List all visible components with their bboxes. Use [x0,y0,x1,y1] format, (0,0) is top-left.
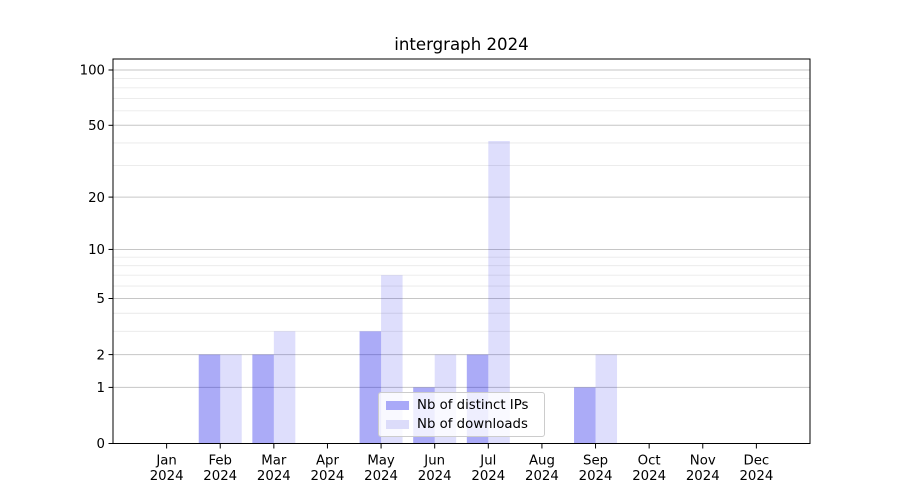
x-tick-label: Jan 2024 [150,454,184,485]
y-tick-label: 5 [97,292,105,307]
bar-ips-may [359,331,382,444]
legend-item-distinct-ips: Nb of distinct IPs [386,396,544,415]
x-tick-label: Aug 2024 [525,454,559,485]
x-tick-label: Jul 2024 [471,454,505,485]
y-tick-label: 50 [88,119,105,134]
legend-label-downloads: Nb of downloads [417,416,528,432]
legend-swatch-distinct-ips [386,400,409,410]
y-tick-label: 2 [97,348,105,363]
x-tick-label: Feb 2024 [203,454,237,485]
y-tick-label: 0 [97,437,105,452]
x-tick-label: Sep 2024 [579,454,613,485]
y-tick-label: 10 [88,243,105,258]
y-tick-label: 1 [97,381,105,396]
y-tick-label: 20 [88,191,105,206]
x-tick-label: Nov 2024 [686,454,720,485]
y-tick-label: 100 [80,64,105,79]
bar-ips-feb [198,354,221,444]
x-tick-label: Jun 2024 [418,454,452,485]
bar-downloads-sep [595,354,618,444]
legend-label-distinct-ips: Nb of distinct IPs [417,397,529,413]
bar-downloads-mar [273,331,296,444]
plot-border [112,58,811,444]
x-tick-label: Dec 2024 [739,454,773,485]
bar-ips-mar [252,354,274,444]
legend: Nb of distinct IPs Nb of downloads [378,392,545,437]
legend-swatch-downloads [386,419,409,429]
x-tick-label: Oct 2024 [632,454,666,485]
bar-ips-sep [574,387,596,444]
legend-item-downloads: Nb of downloads [386,415,544,434]
x-tick-label: Apr 2024 [311,454,345,485]
bar-downloads-jul [488,141,510,444]
x-tick-label: Mar 2024 [257,454,291,485]
chart-title: intergraph 2024 [394,35,529,54]
x-tick-label: May 2024 [364,454,398,485]
bar-downloads-feb [220,354,242,444]
